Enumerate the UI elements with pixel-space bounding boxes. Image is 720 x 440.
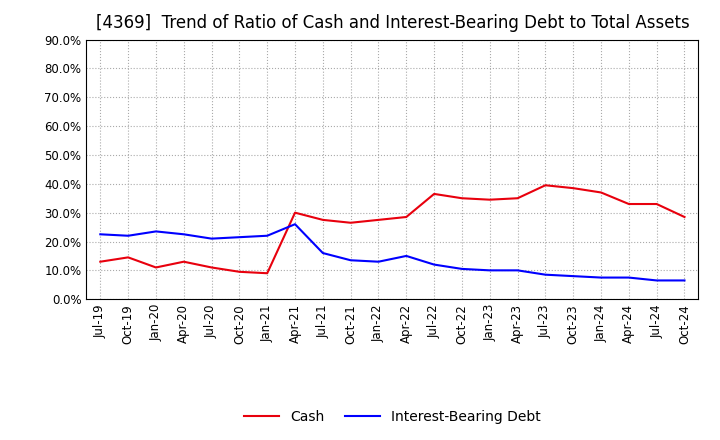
Interest-Bearing Debt (597, 275, 606, 280)
Interest-Bearing Debt (624, 275, 633, 280)
Cash (346, 220, 355, 225)
Interest-Bearing Debt (402, 253, 410, 259)
Cash (624, 202, 633, 207)
Interest-Bearing Debt (346, 258, 355, 263)
Cash (680, 214, 689, 220)
Cash (318, 217, 327, 223)
Legend: Cash, Interest-Bearing Debt: Cash, Interest-Bearing Debt (238, 405, 546, 430)
Interest-Bearing Debt (124, 233, 132, 238)
Interest-Bearing Debt (513, 268, 522, 273)
Cash (374, 217, 383, 223)
Interest-Bearing Debt (263, 233, 271, 238)
Cash (458, 196, 467, 201)
Interest-Bearing Debt (430, 262, 438, 267)
Cash (597, 190, 606, 195)
Interest-Bearing Debt (152, 229, 161, 234)
Interest-Bearing Debt (541, 272, 550, 277)
Cash (569, 186, 577, 191)
Cash (402, 214, 410, 220)
Interest-Bearing Debt (680, 278, 689, 283)
Line: Cash: Cash (100, 185, 685, 273)
Cash (179, 259, 188, 264)
Cash (263, 271, 271, 276)
Interest-Bearing Debt (318, 250, 327, 256)
Cash (485, 197, 494, 202)
Cash (235, 269, 243, 275)
Interest-Bearing Debt (652, 278, 661, 283)
Interest-Bearing Debt (235, 235, 243, 240)
Cash (96, 259, 104, 264)
Cash (291, 210, 300, 215)
Interest-Bearing Debt (207, 236, 216, 241)
Interest-Bearing Debt (179, 231, 188, 237)
Interest-Bearing Debt (569, 274, 577, 279)
Title: [4369]  Trend of Ratio of Cash and Interest-Bearing Debt to Total Assets: [4369] Trend of Ratio of Cash and Intere… (96, 15, 689, 33)
Interest-Bearing Debt (291, 222, 300, 227)
Cash (207, 265, 216, 270)
Cash (430, 191, 438, 197)
Cash (513, 196, 522, 201)
Interest-Bearing Debt (485, 268, 494, 273)
Interest-Bearing Debt (374, 259, 383, 264)
Cash (652, 202, 661, 207)
Cash (541, 183, 550, 188)
Interest-Bearing Debt (96, 231, 104, 237)
Interest-Bearing Debt (458, 266, 467, 271)
Cash (124, 255, 132, 260)
Line: Interest-Bearing Debt: Interest-Bearing Debt (100, 224, 685, 280)
Cash (152, 265, 161, 270)
